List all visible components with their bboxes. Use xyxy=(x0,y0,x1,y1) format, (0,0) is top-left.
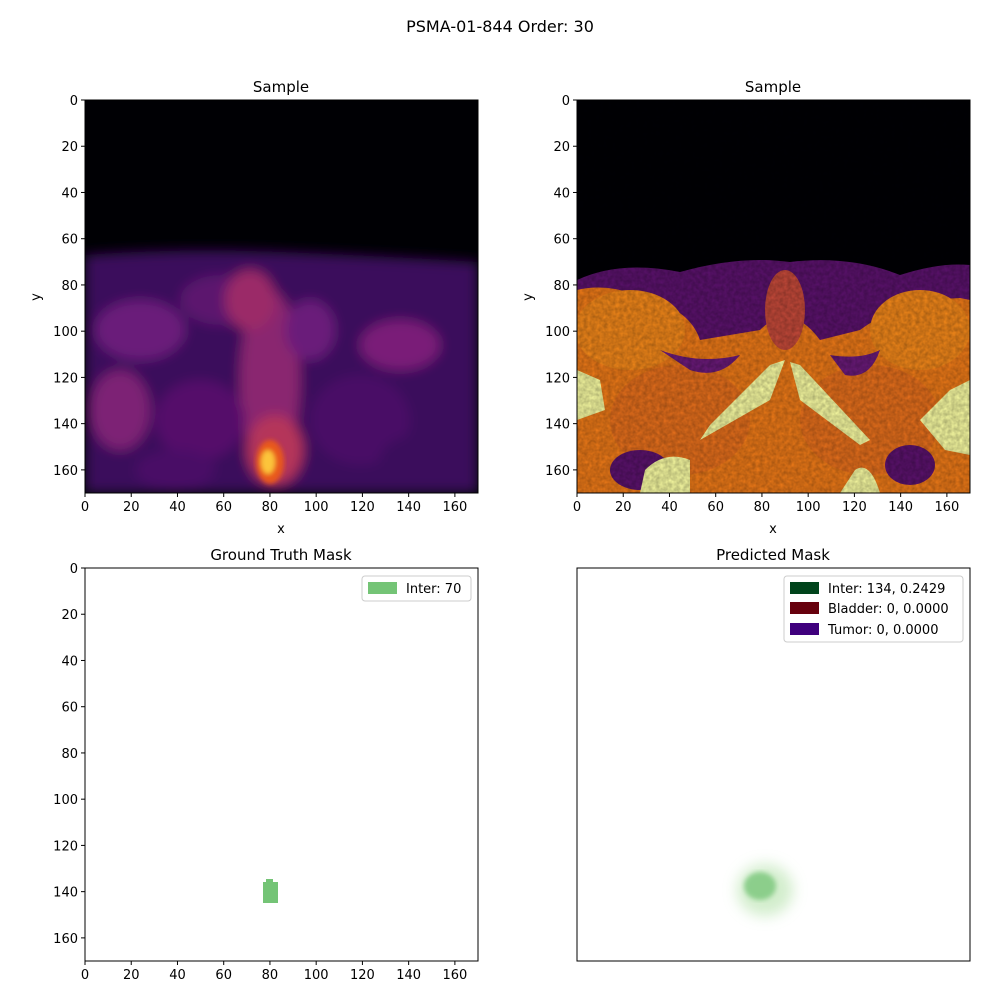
y-tick-label: 100 xyxy=(545,325,570,340)
legend-swatch-inter xyxy=(790,582,819,594)
legend-label: Inter: 70 xyxy=(406,582,461,597)
legend: Inter: 134, 0.2429 Bladder: 0, 0.0000 Tu… xyxy=(783,575,964,643)
x-tick-label: 40 xyxy=(169,500,186,515)
x-tick-label: 0 xyxy=(81,500,89,515)
gt-inter-region xyxy=(263,879,278,903)
y-tick-label: 140 xyxy=(53,886,78,901)
y-tick-label: 80 xyxy=(61,747,78,762)
panel-sample-ct: Sample 0 20 40 60 80 100 1 xyxy=(521,78,971,537)
panel-predicted: Predicted Mask Inter: 134, 0.2429 Bladde… xyxy=(576,546,971,962)
x-tick-label: 0 xyxy=(573,500,581,515)
x-tick-label: 60 xyxy=(215,500,232,515)
pred-inter-region xyxy=(737,864,793,916)
y-tick-label: 20 xyxy=(61,140,78,155)
figure-title: PSMA-01-844 Order: 30 xyxy=(406,17,594,36)
panel-sample-pet: Sample 0 20 4 xyxy=(29,78,479,537)
x-tick-label: 120 xyxy=(350,500,375,515)
y-tick-label: 0 xyxy=(70,94,78,109)
y-tick-label: 80 xyxy=(61,279,78,294)
y-tick-label: 120 xyxy=(53,839,78,854)
legend-swatch-inter xyxy=(368,582,397,594)
y-tick-label: 80 xyxy=(553,279,570,294)
x-tick-label: 140 xyxy=(888,500,913,515)
x-tick-label: 140 xyxy=(396,500,421,515)
x-tick-label: 80 xyxy=(754,500,771,515)
y-axis-label: y xyxy=(29,293,44,301)
y-tick-label: 120 xyxy=(53,371,78,386)
x-tick-label: 120 xyxy=(842,500,867,515)
y-tick-label: 60 xyxy=(61,233,78,248)
legend-swatch-tumor xyxy=(790,623,819,635)
y-tick-label: 0 xyxy=(70,562,78,577)
x-tick-label: 100 xyxy=(304,968,329,983)
x-tick-label: 80 xyxy=(262,500,279,515)
ct-image xyxy=(577,100,970,493)
x-tick-label: 160 xyxy=(934,500,959,515)
legend-label: Bladder: 0, 0.0000 xyxy=(828,602,949,617)
panel2-ticks: 0 20 40 60 80 100 120 140 160 0 20 40 60 80 100 120 140 1… xyxy=(545,94,959,515)
x-tick-label: 20 xyxy=(123,968,140,983)
y-tick-label: 20 xyxy=(553,140,570,155)
y-tick-label: 140 xyxy=(53,418,78,433)
x-tick-label: 160 xyxy=(442,500,467,515)
panel-ground-truth: Ground Truth Mask Inter: 70 0 20 40 60 80 100… xyxy=(53,546,479,983)
y-tick-label: 160 xyxy=(545,464,570,479)
x-tick-label: 40 xyxy=(661,500,678,515)
y-tick-label: 160 xyxy=(53,932,78,947)
y-tick-label: 100 xyxy=(53,325,78,340)
y-tick-label: 40 xyxy=(553,186,570,201)
x-tick-label: 100 xyxy=(796,500,821,515)
legend: Inter: 70 xyxy=(361,575,472,602)
x-tick-label: 160 xyxy=(442,968,467,983)
panel1-ticks: 0 20 40 60 80 100 120 140 160 0 20 40 60 80 100 120 140 1… xyxy=(53,94,467,515)
y-tick-label: 60 xyxy=(61,701,78,716)
panel3-ticks: 0 20 40 60 80 100 120 140 160 0 20 40 60 80 100 120 140 1… xyxy=(53,562,467,983)
y-tick-label: 120 xyxy=(545,371,570,386)
y-tick-label: 0 xyxy=(562,94,570,109)
x-tick-label: 60 xyxy=(215,968,232,983)
x-tick-label: 20 xyxy=(615,500,632,515)
y-tick-label: 40 xyxy=(61,654,78,669)
legend-label: Inter: 134, 0.2429 xyxy=(828,582,945,597)
panel-title: Ground Truth Mask xyxy=(210,546,352,564)
y-tick-label: 140 xyxy=(545,418,570,433)
legend-label: Tumor: 0, 0.0000 xyxy=(827,623,938,638)
x-tick-label: 80 xyxy=(262,968,279,983)
x-tick-label: 100 xyxy=(304,500,329,515)
y-tick-label: 60 xyxy=(553,233,570,248)
y-tick-label: 40 xyxy=(61,186,78,201)
x-tick-label: 40 xyxy=(169,968,186,983)
x-tick-label: 120 xyxy=(350,968,375,983)
x-axis-label: x xyxy=(277,522,285,537)
x-tick-label: 60 xyxy=(707,500,724,515)
panel-title: Sample xyxy=(745,78,801,96)
y-tick-label: 100 xyxy=(53,793,78,808)
x-tick-label: 20 xyxy=(123,500,140,515)
y-tick-label: 20 xyxy=(61,608,78,623)
y-axis-label: y xyxy=(521,293,536,301)
panel-title: Predicted Mask xyxy=(716,546,830,564)
x-axis-label: x xyxy=(769,522,777,537)
x-tick-label: 0 xyxy=(81,968,89,983)
legend-swatch-bladder xyxy=(790,602,819,614)
panel-title: Sample xyxy=(253,78,309,96)
x-tick-label: 140 xyxy=(396,968,421,983)
y-tick-label: 160 xyxy=(53,464,78,479)
pet-image xyxy=(85,100,478,493)
